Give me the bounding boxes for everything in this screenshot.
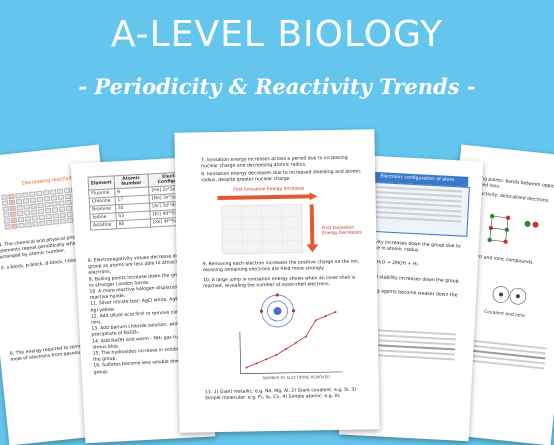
table-cell: 85 (116, 218, 151, 229)
list-item: Reactivity increases down the group due … (360, 239, 461, 254)
arrow-label-side: First Ionisation Energy Decreases (322, 225, 362, 237)
ionisation-trend-arrows (217, 192, 319, 255)
lattice-diagram (487, 213, 539, 244)
reactivity-label: Decreasing reactivity (21, 175, 76, 187)
banner-subtitle: - Periodicity & Reactivity Trends - (78, 74, 476, 99)
table-cell: Astatine (90, 220, 117, 231)
main-item-9: 9. Removing each electron increases the … (202, 259, 360, 274)
covalent-ionic-diagram (492, 286, 527, 305)
main-item-11: 11. 1) Giant metallic: e.g. Na, Mg, Al. … (204, 387, 357, 402)
banner-title: A-LEVEL BIOLOGY (110, 14, 444, 55)
page-right-back: Melting points: bonds between oppositely… (431, 144, 554, 445)
successive-ionisation-graph (239, 293, 343, 374)
config-box (363, 181, 470, 237)
main-item-10: 10. A large jump in ionisation energy sh… (202, 275, 356, 290)
main-item-8: 8. Ionisation energy decreases due to in… (201, 169, 361, 184)
main-item-7: 7. Ionisation energy increases across a … (200, 155, 348, 170)
page-main: 7. Ionisation energy increases across a … (174, 129, 380, 433)
